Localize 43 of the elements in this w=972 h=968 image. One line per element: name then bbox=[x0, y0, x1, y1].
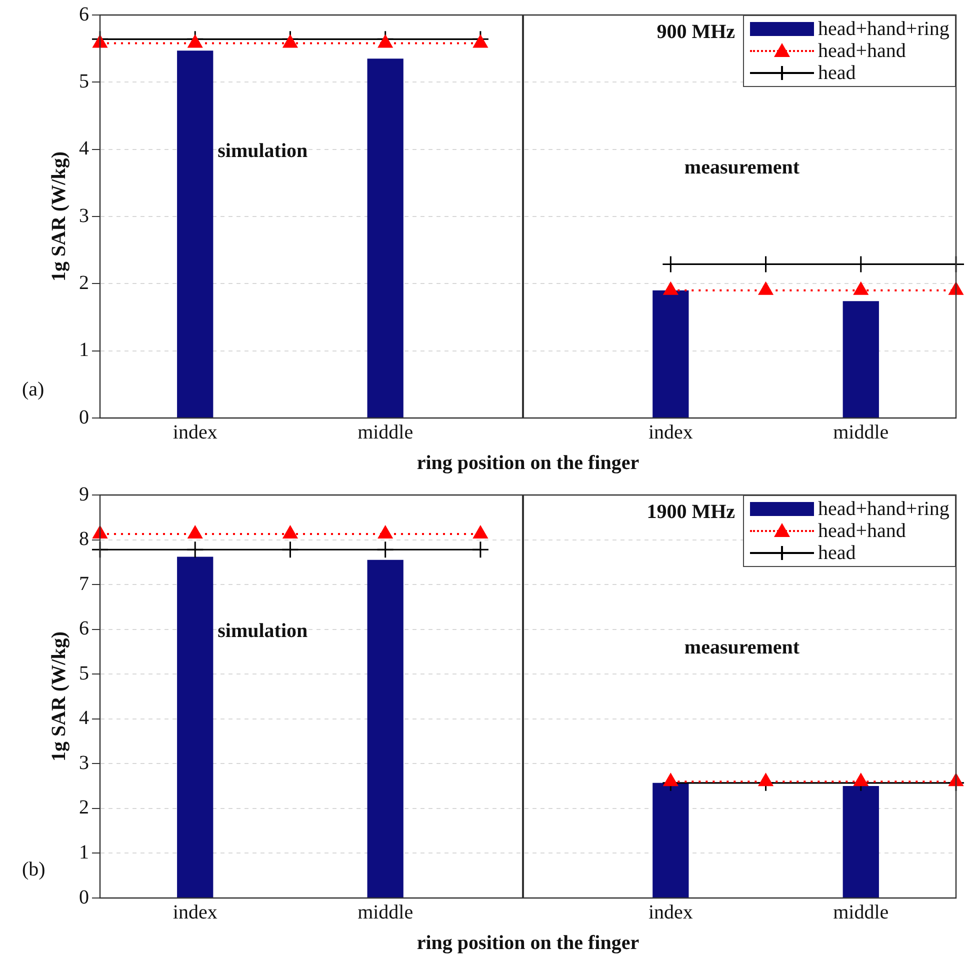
y-tick-label: 7 bbox=[79, 572, 89, 595]
y-tick-label: 6 bbox=[79, 618, 89, 640]
y-tick-label: 8 bbox=[79, 528, 89, 550]
legend-label: head+hand bbox=[818, 520, 906, 542]
x-tick-label: index bbox=[172, 421, 218, 444]
y-tick-label: 1 bbox=[79, 841, 89, 864]
y-tick-label: 0 bbox=[79, 406, 89, 428]
x-tick-label: middle bbox=[833, 901, 889, 924]
annotation: measurement bbox=[684, 636, 800, 658]
legend-label: head bbox=[818, 542, 856, 564]
legend-label: head+hand bbox=[818, 40, 906, 62]
y-tick-label: 1 bbox=[79, 339, 89, 362]
text: (a) bbox=[22, 378, 44, 400]
y-tick-label: 4 bbox=[79, 138, 89, 160]
y-tick-label: 2 bbox=[79, 272, 89, 294]
annotation: 900 MHz bbox=[656, 21, 736, 44]
y-tick-label: 6 bbox=[79, 3, 89, 26]
y-tick-label: 9 bbox=[79, 483, 89, 506]
legend-label: head+hand+ring bbox=[818, 18, 950, 40]
x-tick-label: index bbox=[172, 901, 218, 924]
y-tick-label: 5 bbox=[79, 70, 89, 92]
text: (b) bbox=[22, 858, 46, 880]
x-axis-title: ring position on the finger bbox=[416, 932, 640, 954]
x-tick-label: index bbox=[648, 421, 693, 444]
x-tick-label: index bbox=[648, 901, 693, 924]
y-tick-label: 2 bbox=[79, 796, 89, 819]
annotation: measurement bbox=[684, 156, 800, 178]
y-tick-label: 5 bbox=[79, 662, 89, 684]
x-tick-label: middle bbox=[358, 901, 414, 924]
annotation: 1900 MHz bbox=[646, 501, 736, 524]
y-tick-label: 0 bbox=[79, 886, 89, 908]
legend-label: head+hand+ring bbox=[818, 498, 950, 520]
x-axis-title: ring position on the finger bbox=[416, 452, 640, 474]
y-tick-label: 3 bbox=[79, 752, 89, 774]
y-axis-title: 1g SAR (W/kg) bbox=[48, 631, 70, 762]
legend-label: head bbox=[818, 62, 856, 84]
x-tick-label: middle bbox=[833, 421, 889, 444]
annotation: simulation bbox=[218, 140, 308, 162]
annotation: simulation bbox=[218, 620, 308, 642]
y-axis-title: 1g SAR (W/kg) bbox=[48, 151, 70, 282]
y-tick-label: 4 bbox=[79, 707, 89, 730]
x-tick-label: middle bbox=[358, 421, 414, 444]
y-tick-label: 3 bbox=[79, 204, 89, 227]
